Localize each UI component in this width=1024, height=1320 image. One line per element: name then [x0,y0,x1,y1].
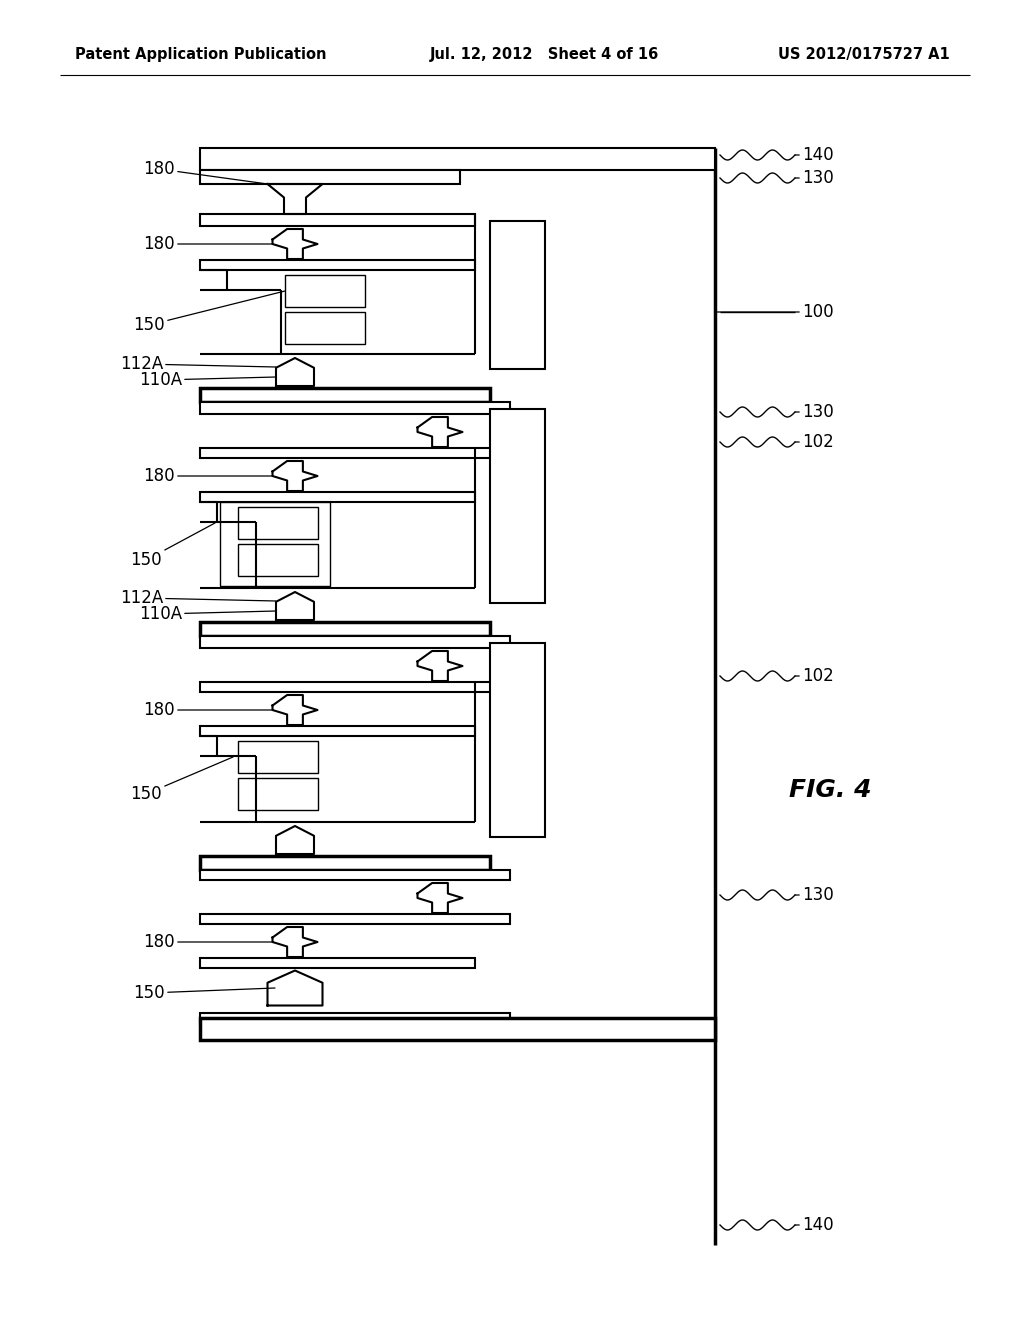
Bar [200,260,475,271]
Bar [238,777,318,810]
Text: 180: 180 [143,933,273,950]
Text: 180: 180 [143,160,267,183]
Bar [200,1012,510,1026]
Bar [490,409,545,603]
Bar [200,636,510,648]
Text: Patent Application Publication: Patent Application Publication [75,48,327,62]
Bar [238,544,318,576]
Text: 180: 180 [143,235,273,253]
Text: US 2012/0175727 A1: US 2012/0175727 A1 [778,48,950,62]
Text: 180: 180 [143,467,273,484]
Bar [220,502,330,586]
Text: 100: 100 [715,304,834,321]
Text: 150: 150 [133,290,285,334]
Text: Jul. 12, 2012   Sheet 4 of 16: Jul. 12, 2012 Sheet 4 of 16 [430,48,659,62]
Bar [200,447,510,458]
Bar [200,682,510,692]
Text: 150: 150 [130,523,215,569]
Text: 180: 180 [143,701,273,719]
Bar [285,275,365,308]
Text: 112A: 112A [120,589,276,607]
Text: 140: 140 [795,147,834,164]
Text: 150: 150 [130,756,233,803]
Text: 140: 140 [795,1216,834,1234]
Bar [238,507,318,539]
Bar [200,388,490,403]
Bar [200,855,490,870]
Text: 110A: 110A [139,371,276,389]
Text: 112A: 112A [120,355,276,374]
Text: 130: 130 [795,403,834,421]
Bar [238,741,318,774]
Text: 102: 102 [795,667,834,685]
Bar [200,492,475,502]
Text: 130: 130 [795,886,834,904]
Text: FIG. 4: FIG. 4 [788,777,871,803]
Text: 130: 130 [795,169,834,187]
Bar [490,220,545,370]
Bar [490,643,545,837]
Text: 102: 102 [795,433,834,451]
Text: 150: 150 [133,983,275,1002]
Bar [200,870,510,880]
Bar [200,1018,715,1040]
Bar [285,312,365,345]
Bar [200,958,475,968]
Text: 110A: 110A [139,605,276,623]
Bar [200,622,490,636]
Bar [200,214,475,226]
Bar [200,403,510,414]
Bar [200,913,510,924]
Bar [200,148,715,170]
Bar [200,726,475,737]
Bar [200,170,460,183]
